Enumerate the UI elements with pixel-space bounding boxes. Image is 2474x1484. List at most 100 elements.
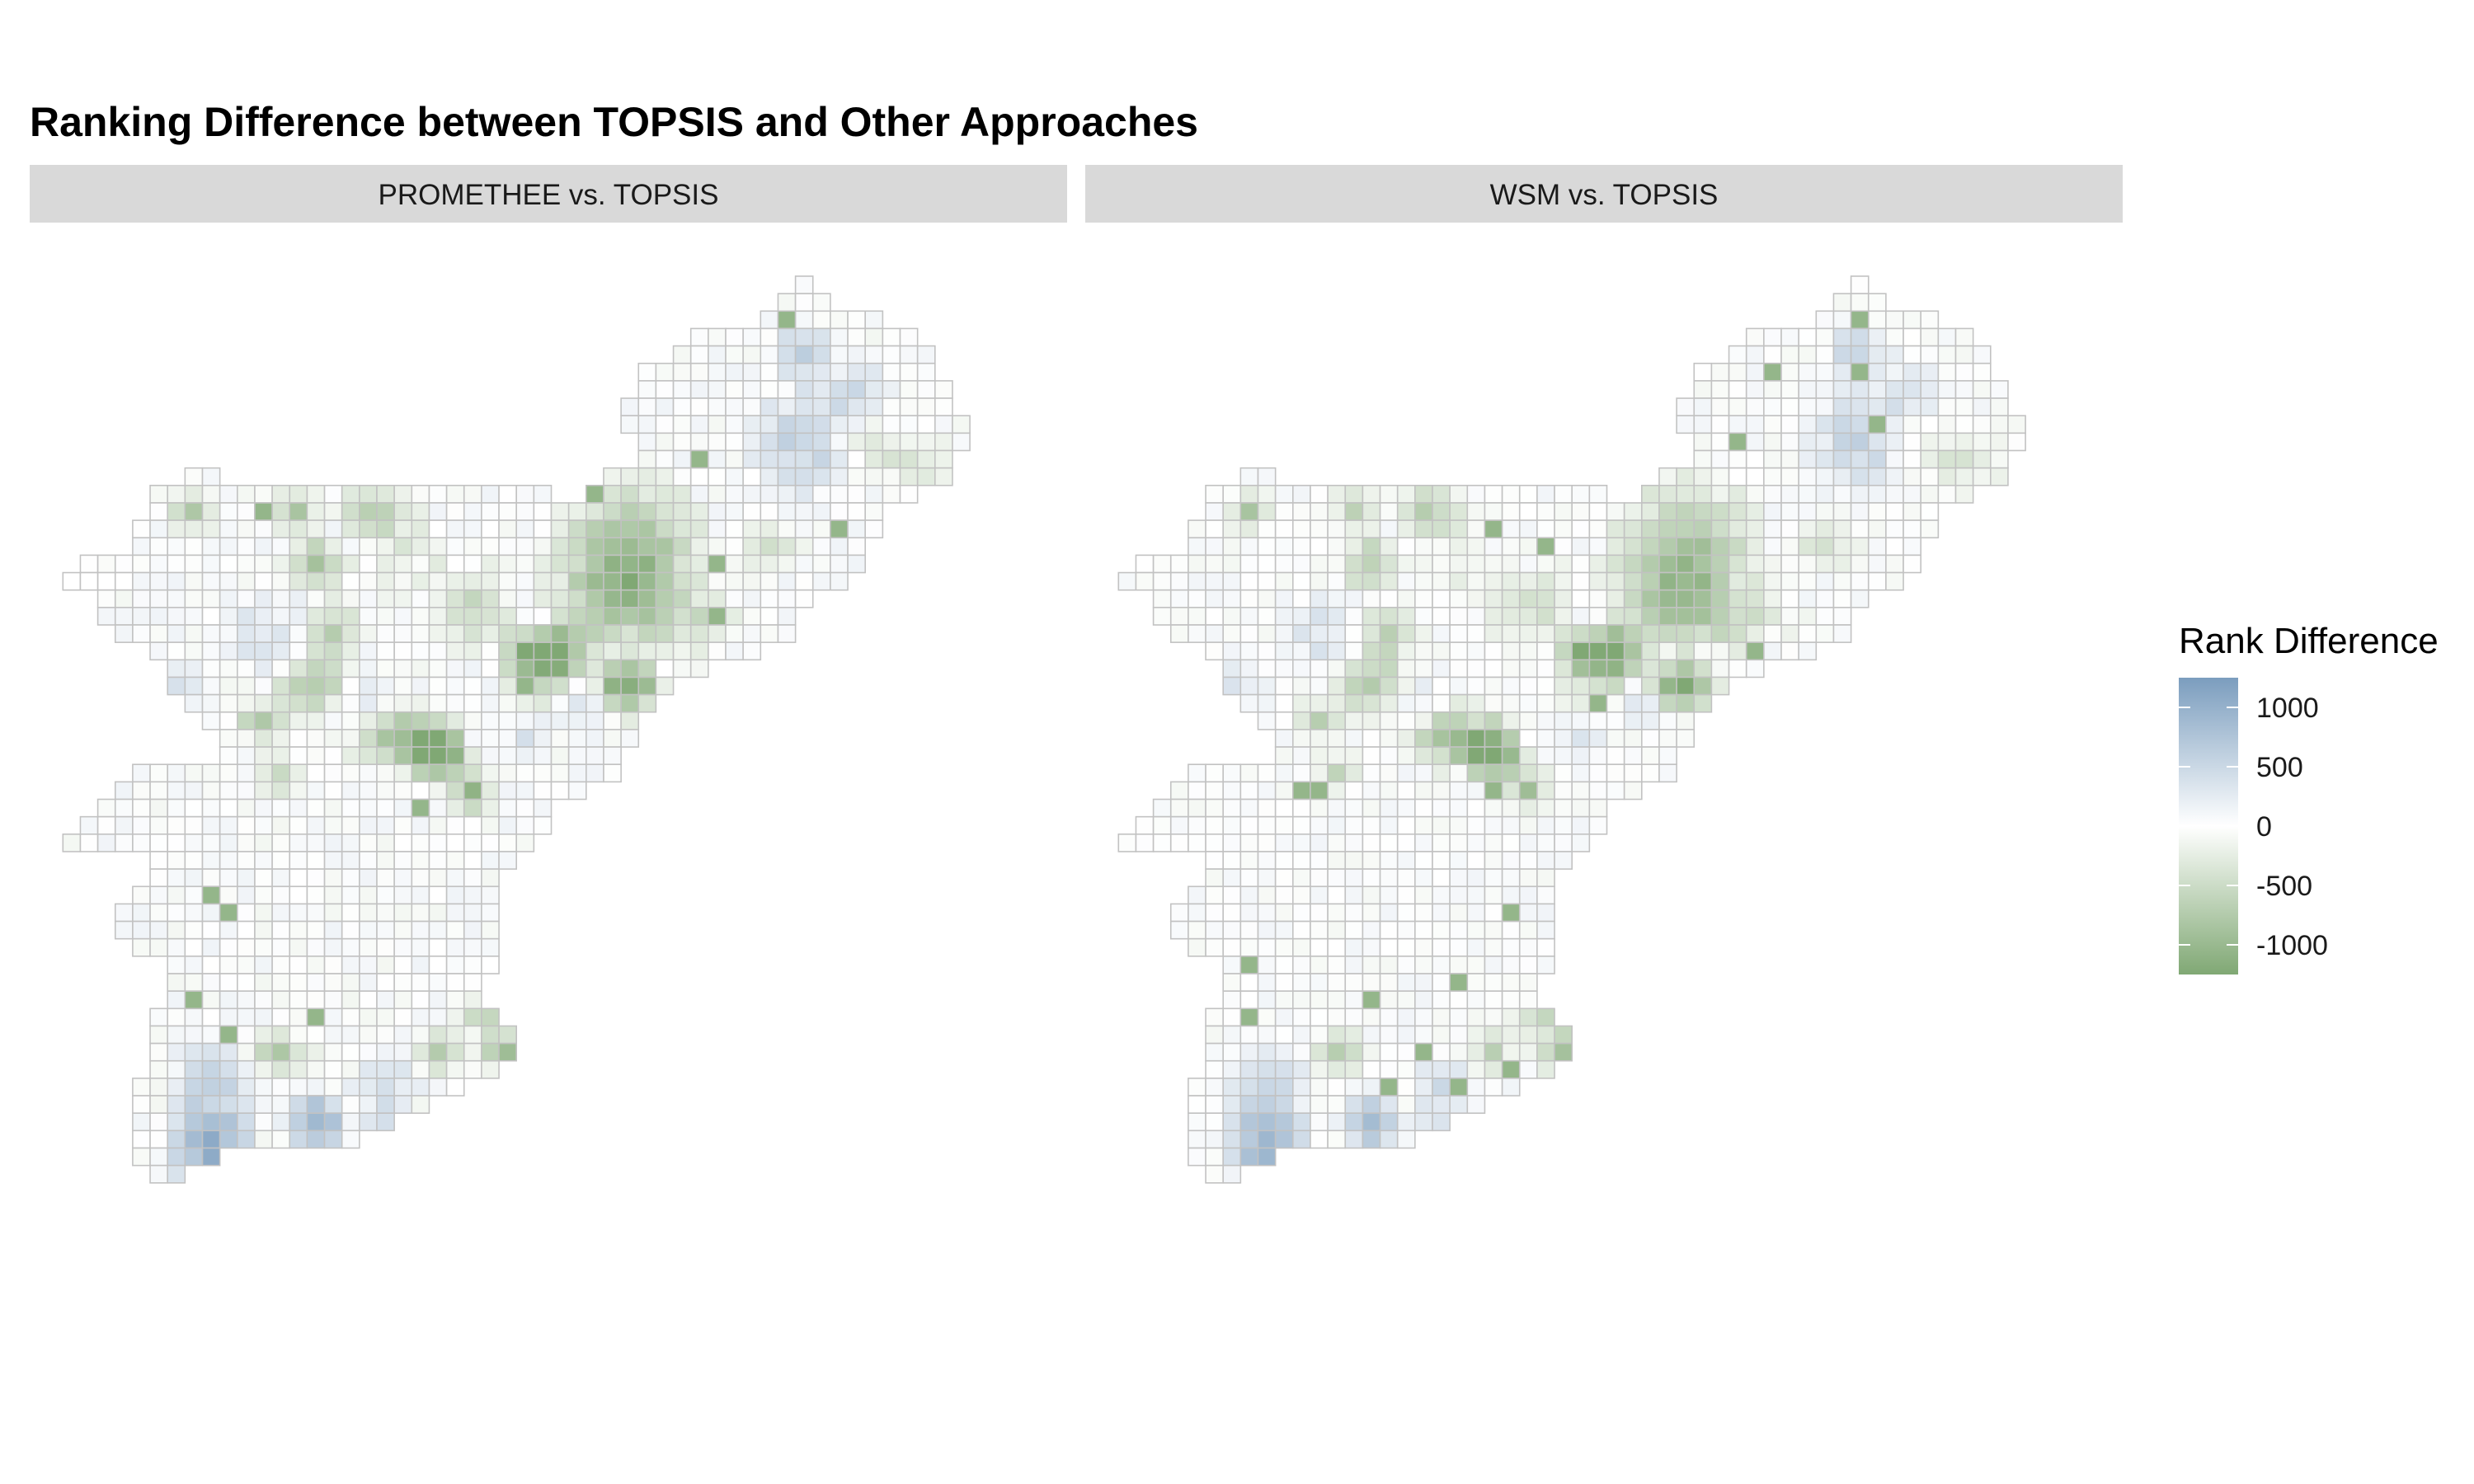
grid-cell — [341, 554, 360, 574]
grid-cell — [184, 484, 204, 504]
grid-cell — [289, 851, 308, 870]
grid-cell — [1676, 729, 1696, 748]
grid-cell — [1292, 973, 1311, 992]
grid-cell — [1152, 571, 1172, 591]
grid-cell — [1274, 956, 1294, 974]
grid-cell — [289, 589, 308, 608]
grid-cell — [1432, 502, 1451, 521]
grid-cell — [236, 502, 256, 521]
grid-cell — [481, 676, 500, 696]
grid-cell — [481, 571, 500, 591]
grid-cell — [1588, 641, 1608, 661]
grid-cell — [708, 415, 727, 434]
grid-cell — [882, 467, 901, 486]
grid-cell — [428, 763, 448, 783]
grid-cell — [1693, 624, 1713, 643]
grid-cell — [655, 467, 675, 486]
grid-cell — [1327, 920, 1347, 940]
grid-cell — [1554, 537, 1573, 556]
grid-cell — [1588, 554, 1608, 574]
grid-cell — [1588, 607, 1608, 626]
grid-cell — [1815, 502, 1835, 521]
grid-cell — [306, 729, 326, 748]
grid-cell — [708, 624, 727, 643]
grid-cell — [1571, 693, 1591, 713]
grid-cell — [742, 380, 762, 399]
grid-cell — [271, 763, 291, 783]
grid-cell — [341, 815, 360, 835]
grid-cell — [672, 589, 692, 608]
grid-cell — [811, 571, 831, 591]
grid-cell — [271, 937, 291, 957]
grid-cell — [359, 920, 378, 940]
grid-cell — [1362, 763, 1381, 783]
grid-cell — [1885, 537, 1904, 556]
grid-cell — [1885, 310, 1904, 330]
grid-cell — [603, 554, 622, 574]
grid-cell — [1414, 903, 1433, 923]
grid-cell — [777, 397, 797, 416]
grid-cell — [1501, 641, 1521, 661]
grid-cell — [637, 484, 657, 504]
grid-cell — [1466, 589, 1486, 608]
grid-cell — [637, 502, 657, 521]
grid-cell — [1466, 956, 1486, 974]
grid-cell — [1990, 467, 2009, 486]
grid-cell — [463, 937, 482, 957]
grid-cell — [1327, 711, 1347, 730]
grid-cell — [1501, 815, 1521, 835]
grid-cell — [445, 903, 465, 923]
grid-cell — [271, 1059, 291, 1079]
grid-cell — [1798, 589, 1818, 608]
grid-cell — [254, 956, 273, 974]
grid-cell — [1414, 711, 1433, 730]
grid-cell — [1362, 1007, 1381, 1027]
grid-cell — [1763, 380, 1782, 399]
grid-cell — [585, 519, 604, 539]
grid-cell — [1780, 607, 1799, 626]
grid-cell — [1658, 589, 1677, 608]
grid-cell — [1710, 397, 1730, 416]
grid-cell — [1292, 484, 1311, 504]
grid-cell — [1606, 641, 1625, 661]
grid-cell — [1344, 781, 1364, 801]
grid-cell — [1344, 571, 1364, 591]
grid-cell — [1414, 1007, 1433, 1027]
grid-cell — [254, 1129, 273, 1149]
grid-cell — [393, 729, 413, 748]
grid-cell — [794, 571, 814, 591]
grid-cell — [289, 659, 308, 679]
grid-cell — [1205, 937, 1225, 957]
grid-cell — [254, 1007, 273, 1027]
grid-cell — [1310, 693, 1329, 713]
grid-cell — [847, 362, 867, 382]
grid-cell — [306, 641, 326, 661]
grid-cell — [132, 1112, 151, 1132]
grid-cell — [1239, 589, 1259, 608]
grid-cell — [620, 607, 640, 626]
grid-cell — [777, 519, 797, 539]
grid-cell — [1414, 781, 1433, 801]
grid-cell — [1188, 554, 1206, 574]
grid-cell — [1466, 798, 1486, 818]
grid-cell — [323, 798, 343, 818]
grid-cell — [1222, 554, 1242, 574]
grid-cell — [132, 833, 151, 852]
grid-cell — [655, 415, 675, 434]
grid-cell — [1379, 641, 1399, 661]
grid-cell — [201, 956, 221, 974]
grid-cell — [1222, 1007, 1242, 1027]
grid-cell — [1449, 711, 1469, 730]
grid-cell — [114, 920, 134, 940]
grid-cell — [219, 1112, 238, 1132]
grid-cell — [376, 851, 395, 870]
grid-cell — [254, 519, 273, 539]
grid-cell — [811, 327, 831, 347]
grid-cell — [515, 746, 535, 765]
grid-cell — [219, 798, 238, 818]
grid-cell — [847, 449, 867, 469]
grid-cell — [1641, 571, 1660, 591]
grid-cell — [359, 746, 378, 765]
grid-cell — [96, 798, 116, 818]
grid-cell — [689, 659, 709, 679]
